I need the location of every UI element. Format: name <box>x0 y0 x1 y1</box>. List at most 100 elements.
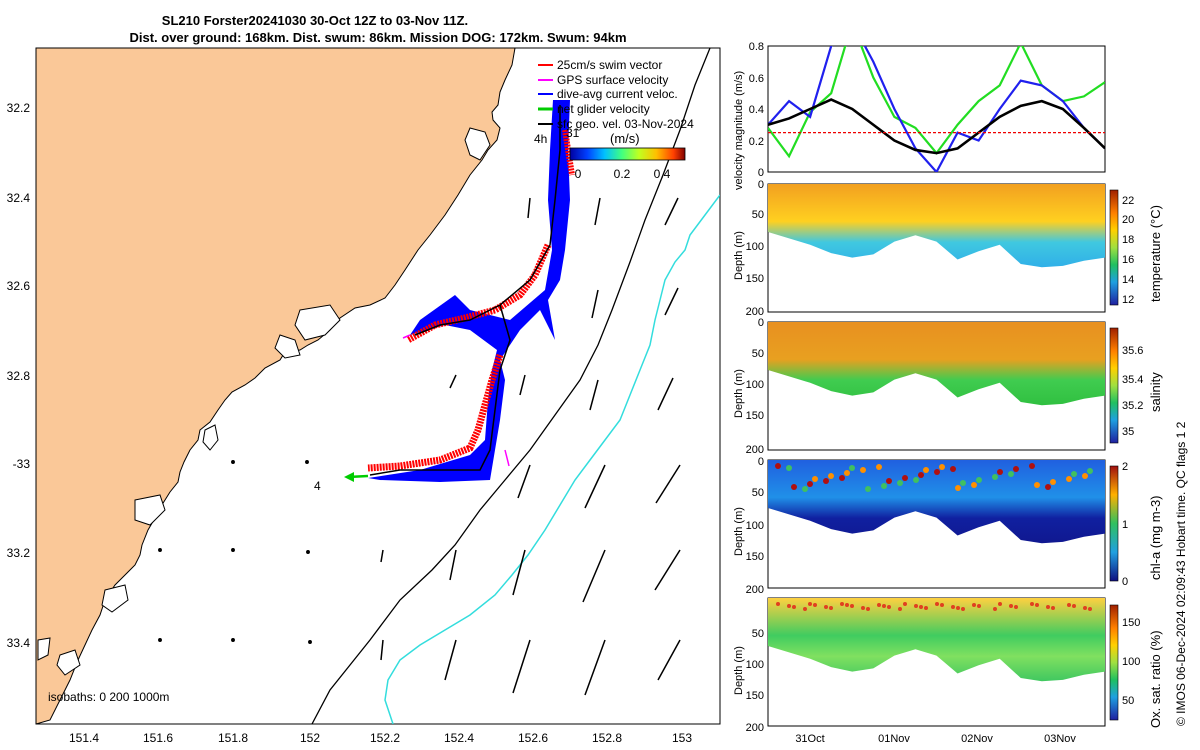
profile-hotspot <box>808 602 812 606</box>
lon-tick: 152.4 <box>444 731 474 745</box>
profile-hotspot <box>956 606 960 610</box>
profile-hotspot <box>886 478 892 484</box>
profile-hotspot <box>1030 602 1034 606</box>
vector-dot <box>305 460 309 464</box>
profile-hotspot <box>913 477 919 483</box>
time-xtick: 03Nov <box>1044 733 1076 745</box>
profile-hotspot <box>849 465 855 471</box>
profile-hotspot <box>865 486 871 492</box>
chl-cbar-label: chl-a (mg m-3) <box>1148 495 1163 580</box>
legend-geo-label: sfc geo. vel. 03-Nov-2024 <box>557 117 694 131</box>
chl-cbar <box>1109 465 1119 582</box>
ox-ytick: 150 <box>746 690 764 702</box>
ox-cbar-label: Ox. sat. ratio (%) <box>1148 630 1163 728</box>
sal-cbar-tick: 35 <box>1122 426 1134 438</box>
land-area <box>36 48 516 724</box>
title-line-2: Dist. over ground: 168km. Dist. swum: 86… <box>129 30 626 45</box>
velocity-series-line <box>768 98 1105 155</box>
vector-arrow <box>584 464 606 509</box>
ox-ytick: 50 <box>752 628 764 640</box>
sal-ytick: 200 <box>746 444 764 456</box>
vector-arrow <box>657 377 674 411</box>
chl-ytick: 100 <box>746 520 764 532</box>
ox-ytick: 100 <box>746 659 764 671</box>
salinity-ylabel: Depth (m) <box>733 369 745 418</box>
profile-hotspot <box>972 603 976 607</box>
vector-arrow <box>519 374 526 396</box>
vector-arrow <box>654 549 681 591</box>
profile-hotspot <box>813 603 817 607</box>
profile-hotspot <box>950 466 956 472</box>
temp-ytick: 50 <box>752 209 764 221</box>
vector-dot <box>308 640 312 644</box>
vector-arrow <box>444 639 457 681</box>
temp-ytick: 200 <box>746 306 764 318</box>
profile-hotspot <box>1071 471 1077 477</box>
lake-1 <box>464 127 491 161</box>
profile-hotspot <box>840 602 844 606</box>
profile-hotspot <box>977 604 981 608</box>
profile-hotspot <box>776 602 780 606</box>
profile-hotspot <box>997 469 1003 475</box>
lat-tick: 32.4 <box>7 191 31 205</box>
profile-hotspot <box>787 604 791 608</box>
profile-hotspot <box>924 606 928 610</box>
gps-velocity-arrow <box>504 449 510 467</box>
legend-swim-label: 25cm/s swim vector <box>557 58 662 72</box>
vector-dot <box>158 638 162 642</box>
vector-arrow <box>657 639 681 681</box>
profile-hotspot <box>1050 479 1056 485</box>
gps-velocity-arrow-2 <box>402 334 411 339</box>
vector-arrow <box>449 549 457 581</box>
lon-tick: 153 <box>672 731 692 745</box>
profile-heatmap-fill <box>768 184 1105 268</box>
temp-ytick: 150 <box>746 273 764 285</box>
profile-hotspot <box>1051 606 1055 610</box>
profile-hotspot <box>845 603 849 607</box>
vel-ytick: 0.2 <box>749 136 764 148</box>
profile-hotspot <box>881 483 887 489</box>
profile-hotspot <box>1009 604 1013 608</box>
vector-arrow <box>594 197 601 226</box>
current-vectors <box>158 197 681 696</box>
vector-arrow <box>589 379 599 411</box>
isobath-200m <box>311 48 711 724</box>
profile-hotspot <box>829 606 833 610</box>
profile-hotspot <box>860 467 866 473</box>
map-lon-ticks: 151.4 151.6 151.8 152 152.2 152.4 152.6 … <box>69 731 692 745</box>
temp-ytick: 100 <box>746 241 764 253</box>
chla-colorbar: 2 1 0 chl-a (mg m-3) <box>1109 461 1163 588</box>
swim-vectors-3 <box>367 353 504 472</box>
vector-arrow <box>527 197 531 219</box>
salinity-colorbar: 35.6 35.4 35.2 35 salinity <box>1109 327 1163 444</box>
temp-cbar-tick: 12 <box>1122 294 1134 306</box>
sal-cbar-tick: 35.6 <box>1122 345 1143 357</box>
vector-arrow <box>449 374 457 389</box>
profile-hotspot <box>992 474 998 480</box>
profile-hotspot <box>914 604 918 608</box>
lake-7 <box>56 649 81 676</box>
profile-hotspot <box>1046 605 1050 609</box>
profile-hotspot <box>824 605 828 609</box>
vector-dot <box>231 638 235 642</box>
isobaths-label: isobaths: 0 200 1000m <box>48 690 169 704</box>
profile-hotspot <box>1013 466 1019 472</box>
salinity-yticks: 0 50 100 150 200 <box>746 317 764 456</box>
temp-cbar-tick: 20 <box>1122 214 1134 226</box>
sal-cbar-tick: 35.4 <box>1122 374 1143 386</box>
ox-ytick: 200 <box>746 722 764 734</box>
profile-hotspot <box>1082 473 1088 479</box>
ox-cbar-tick: 150 <box>1122 617 1140 629</box>
vector-arrow <box>517 464 531 499</box>
vector-arrow <box>380 639 384 661</box>
colorbar-unit: (m/s) <box>610 131 640 146</box>
profile-hotspot <box>876 464 882 470</box>
ox-cbar <box>1109 604 1119 721</box>
sal-ytick: 0 <box>758 317 764 329</box>
chl-ytick: 0 <box>758 456 764 468</box>
temperature-colorbar: 22 20 18 16 14 12 temperature (°C) <box>1109 189 1163 306</box>
profile-hotspot <box>802 486 808 492</box>
profile-hotspot <box>877 603 881 607</box>
profile-hotspot <box>971 482 977 488</box>
